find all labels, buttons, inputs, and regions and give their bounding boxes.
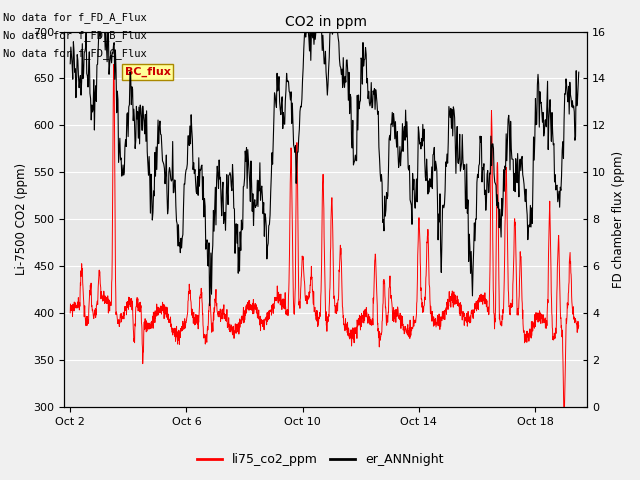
Text: BC_flux: BC_flux: [125, 67, 170, 77]
Title: CO2 in ppm: CO2 in ppm: [285, 15, 367, 29]
Y-axis label: Li-7500 CO2 (ppm): Li-7500 CO2 (ppm): [15, 163, 28, 275]
Text: No data for f_FD_A_Flux: No data for f_FD_A_Flux: [3, 12, 147, 23]
Legend: li75_co2_ppm, er_ANNnight: li75_co2_ppm, er_ANNnight: [191, 448, 449, 471]
Text: No data for f_FD_B_Flux: No data for f_FD_B_Flux: [3, 30, 147, 41]
Y-axis label: FD chamber flux (ppm): FD chamber flux (ppm): [612, 151, 625, 288]
Text: No data for f_FD_C_Flux: No data for f_FD_C_Flux: [3, 48, 147, 60]
